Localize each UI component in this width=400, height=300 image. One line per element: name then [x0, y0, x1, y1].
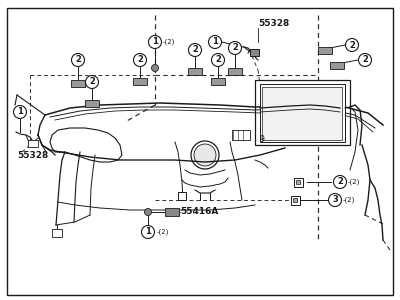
Text: 2: 2: [192, 46, 198, 55]
Circle shape: [72, 53, 84, 67]
Circle shape: [334, 176, 346, 188]
Bar: [178, 192, 186, 200]
Bar: [318, 46, 332, 53]
Bar: [250, 49, 259, 56]
Text: 55416A: 55416A: [180, 208, 218, 217]
Bar: [52, 229, 62, 237]
Text: 3: 3: [332, 196, 338, 205]
Bar: [28, 140, 38, 147]
Circle shape: [152, 64, 158, 71]
Bar: [290, 196, 300, 205]
Text: 2: 2: [362, 56, 368, 64]
Text: 2: 2: [215, 56, 221, 64]
Text: 55328: 55328: [258, 19, 289, 28]
Circle shape: [328, 194, 342, 206]
Text: 2: 2: [232, 44, 238, 52]
Bar: [133, 77, 147, 85]
Ellipse shape: [194, 144, 216, 166]
Circle shape: [14, 106, 26, 118]
Bar: [294, 178, 302, 187]
Bar: [293, 198, 297, 202]
Circle shape: [144, 208, 152, 215]
Text: 1: 1: [152, 38, 158, 46]
Text: 2: 2: [75, 56, 81, 64]
Circle shape: [208, 35, 222, 49]
Text: 1: 1: [17, 107, 23, 116]
Bar: [228, 68, 242, 74]
Text: 55328: 55328: [17, 151, 48, 160]
Bar: [262, 87, 342, 140]
Circle shape: [212, 53, 224, 67]
Ellipse shape: [191, 141, 219, 169]
Bar: [255, 80, 350, 145]
Circle shape: [142, 226, 154, 238]
Bar: [232, 130, 250, 140]
Circle shape: [188, 44, 202, 56]
Text: -(2): -(2): [163, 39, 175, 45]
Polygon shape: [50, 128, 122, 162]
Text: 2: 2: [349, 40, 355, 50]
Text: 1: 1: [145, 227, 151, 236]
Text: 2: 2: [137, 56, 143, 64]
Bar: [85, 100, 99, 106]
Circle shape: [346, 38, 358, 52]
Bar: [188, 68, 202, 74]
Text: 2: 2: [89, 77, 95, 86]
Text: -(2): -(2): [157, 229, 169, 235]
Text: 1: 1: [212, 38, 218, 46]
Bar: [330, 61, 344, 68]
Bar: [211, 77, 225, 85]
Circle shape: [358, 53, 372, 67]
Circle shape: [86, 76, 98, 88]
Text: -(2): -(2): [343, 197, 355, 203]
Circle shape: [228, 41, 242, 55]
Bar: [260, 84, 345, 142]
Circle shape: [134, 53, 146, 67]
Bar: [71, 80, 85, 86]
Circle shape: [148, 35, 162, 49]
Text: 9: 9: [260, 136, 264, 145]
Text: -(2): -(2): [348, 179, 360, 185]
Bar: [165, 208, 179, 216]
Bar: [296, 180, 300, 184]
Text: 2: 2: [337, 178, 343, 187]
